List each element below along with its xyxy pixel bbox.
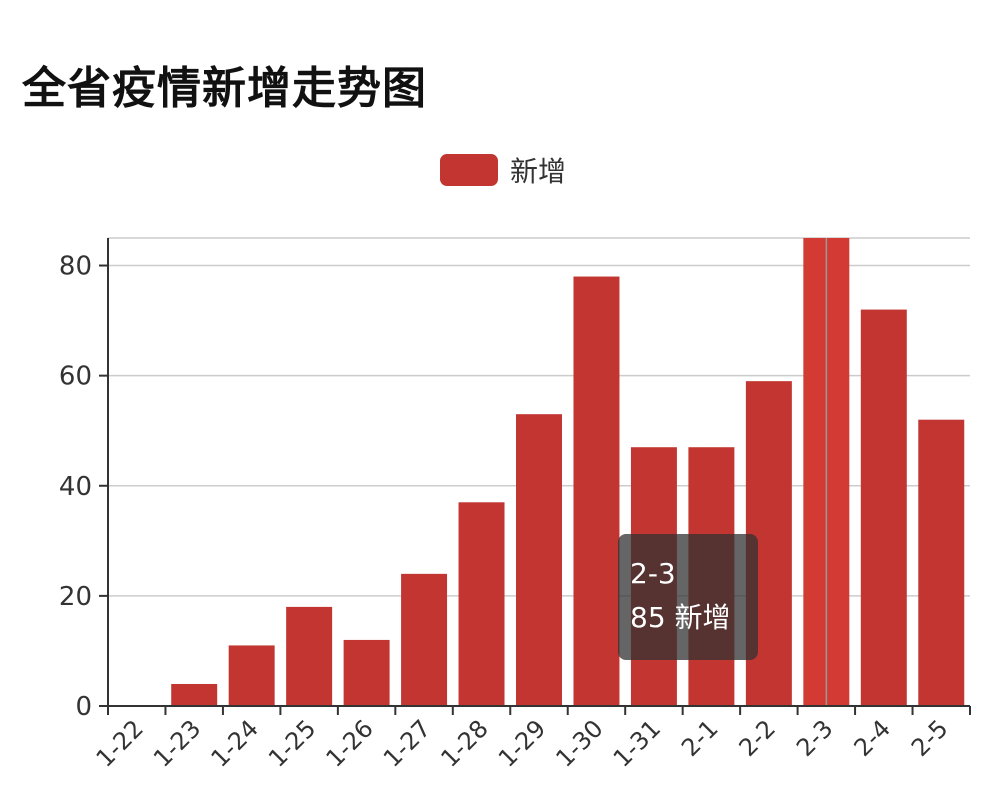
y-tick-label: 40 [59,472,92,502]
bar-1-30[interactable] [573,276,620,706]
x-tick-label: 2-5 [906,714,954,762]
x-tick-label: 1-23 [148,714,206,772]
x-tick-label: 1-24 [206,714,264,772]
bar-2-5[interactable] [918,419,965,706]
bar-1-24[interactable] [228,645,275,706]
x-tick-label: 1-25 [263,714,321,772]
bar-1-29[interactable] [516,414,562,706]
tooltip: 2-3 85 新增 [618,534,758,660]
y-tick-label: 80 [59,252,92,282]
y-tick-label: 60 [59,362,92,392]
tooltip-series-name: 新增 [674,601,731,634]
bar-1-25[interactable] [286,606,333,706]
bar-2-4[interactable] [860,309,907,706]
y-tick-label: 20 [59,582,92,612]
bars [171,238,965,706]
bar-1-28[interactable] [458,502,505,706]
y-tick-label: 0 [75,692,92,722]
chart-title: 全省疫情新增走势图 [22,63,427,114]
x-tick-label: 2-1 [676,714,724,762]
x-tick-label: 2-4 [849,714,897,762]
x-tick-label: 1-28 [435,714,493,772]
legend-swatch[interactable] [440,154,498,186]
x-tick-label: 1-22 [91,714,149,772]
tooltip-value-line: 85 新增 [630,596,758,640]
axes [99,238,971,715]
x-tick-label: 2-2 [734,714,782,762]
bar-1-27[interactable] [401,573,448,706]
x-tick-label: 1-31 [608,714,666,772]
x-tick-label: 1-26 [321,714,379,772]
x-tick-label: 1-30 [550,714,608,772]
x-tick-label: 1-29 [493,714,551,772]
legend-label[interactable]: 新增 [510,155,567,188]
bar-1-26[interactable] [343,639,390,706]
x-tick-label: 2-3 [791,714,839,762]
tooltip-value: 85 [630,601,666,634]
tooltip-category: 2-3 [630,557,676,590]
x-tick-label: 1-27 [378,714,436,772]
bar-1-23[interactable] [171,683,218,706]
legend[interactable]: 新增 [440,150,566,190]
